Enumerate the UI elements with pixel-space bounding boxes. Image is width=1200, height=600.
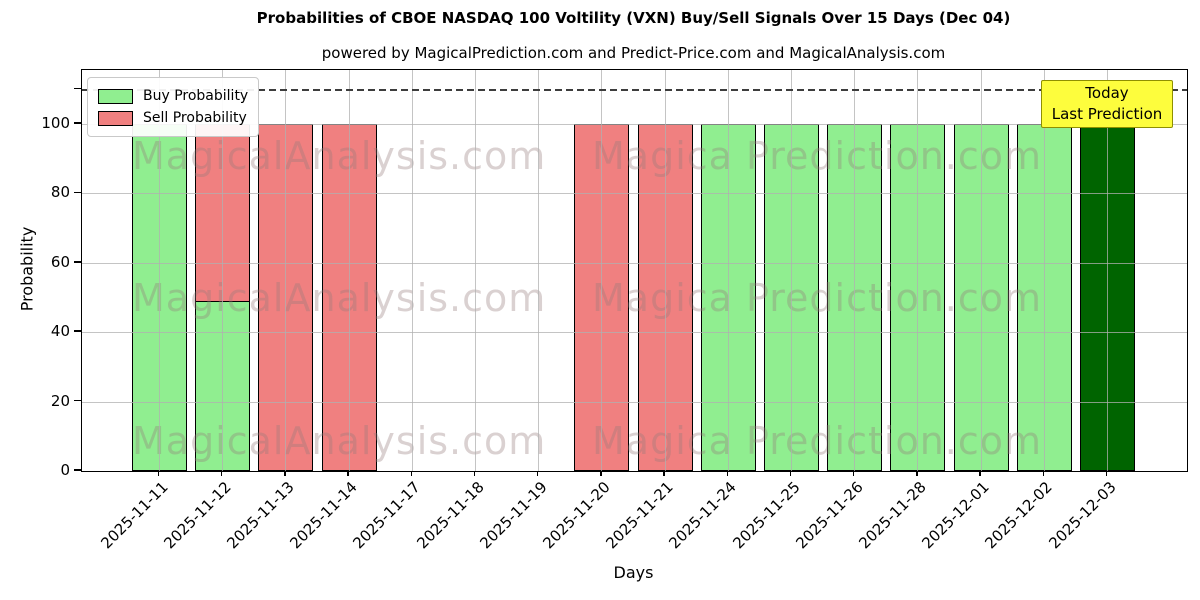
- plot-area: MagicalAnalysis.com Magica Prediction.com…: [81, 69, 1188, 472]
- x-tick-mark: [410, 471, 413, 476]
- x-tick-mark: [663, 471, 665, 476]
- legend-label-buy: Buy Probability: [143, 88, 249, 104]
- y-tick-label-60: 60: [50, 252, 70, 271]
- legend-label-sell: Sell Probability: [143, 110, 247, 126]
- vertical-gridline: [1043, 70, 1045, 471]
- threshold-dashed-line: [82, 89, 1187, 91]
- x-tick-mark: [979, 471, 981, 476]
- vertical-gridline: [475, 70, 476, 471]
- x-tick-mark: [536, 471, 539, 476]
- vertical-gridline: [791, 70, 792, 471]
- legend-item-sell: Sell Probability: [98, 107, 248, 129]
- vertical-gridline: [222, 70, 224, 471]
- vertical-gridline: [917, 70, 919, 471]
- x-tick-mark: [473, 471, 476, 476]
- watermark-left-row2: MagicalAnalysis.com: [132, 276, 547, 320]
- today-annotation-line2: Last Prediction: [1051, 105, 1163, 123]
- horizontal-gridline: [82, 124, 1187, 125]
- vertical-gridline: [980, 70, 982, 471]
- x-tick-mark: [726, 471, 729, 476]
- vertical-gridline: [664, 70, 666, 471]
- horizontal-gridline: [82, 193, 1187, 195]
- horizontal-gridline: [82, 332, 1187, 334]
- vertical-gridline: [601, 70, 603, 471]
- y-tick-mark: [74, 122, 81, 124]
- x-tick-mark: [600, 471, 602, 476]
- vertical-gridline: [854, 70, 856, 471]
- x-tick-mark: [1042, 471, 1045, 476]
- x-tick-mark: [284, 471, 286, 476]
- y-tick-label-0: 0: [60, 461, 70, 479]
- chart-subtitle: powered by MagicalPrediction.com and Pre…: [321, 44, 946, 62]
- watermark-left-row3: MagicalAnalysis.com: [132, 419, 547, 463]
- y-tick-label-100: 100: [41, 114, 70, 132]
- y-tick-mark: [74, 469, 81, 471]
- y-tick-mark: [74, 399, 81, 402]
- vertical-gridline: [285, 70, 287, 471]
- vertical-gridline: [1107, 70, 1108, 471]
- sell-swatch-icon: [98, 110, 133, 126]
- y-tick-mark: [74, 330, 81, 332]
- y-axis-label: Probability: [17, 226, 37, 312]
- x-tick-mark: [1105, 471, 1108, 476]
- x-tick-mark: [916, 471, 918, 476]
- vertical-gridline: [159, 70, 160, 471]
- watermark-left-row1: MagicalAnalysis.com: [132, 134, 547, 178]
- legend-item-buy: Buy Probability: [98, 85, 248, 107]
- vertical-gridline: [538, 70, 540, 471]
- y-tick-label-20: 20: [50, 391, 70, 410]
- watermark-right-row1: Magica Prediction.com: [592, 134, 1043, 178]
- chart-title: Probabilities of CBOE NASDAQ 100 Voltili…: [256, 9, 1011, 27]
- legend: Buy Probability Sell Probability: [87, 77, 260, 137]
- watermark-right-row3: Magica Prediction.com: [592, 419, 1043, 463]
- y-tick-mark-threshold: [74, 87, 81, 90]
- today-annotation-line1: Today: [1085, 84, 1129, 102]
- horizontal-gridline: [82, 262, 1187, 264]
- x-tick-mark: [157, 471, 160, 476]
- y-tick-mark: [74, 261, 81, 263]
- x-tick-mark: [789, 471, 792, 476]
- horizontal-gridline: [82, 401, 1187, 403]
- today-annotation: Today Last Prediction: [1041, 80, 1173, 128]
- vertical-gridline: [411, 70, 413, 471]
- y-tick-label-40: 40: [50, 322, 70, 341]
- x-tick-mark: [852, 471, 855, 476]
- y-tick-mark: [74, 191, 81, 194]
- x-tick-mark: [347, 471, 349, 476]
- watermark-right-row2: Magica Prediction.com: [592, 276, 1043, 320]
- x-axis-label: Days: [613, 563, 654, 582]
- vertical-gridline: [348, 70, 350, 471]
- y-tick-label-80: 80: [50, 183, 70, 202]
- vertical-gridline: [727, 70, 729, 471]
- x-tick-mark: [220, 471, 223, 476]
- buy-swatch-icon: [98, 88, 133, 104]
